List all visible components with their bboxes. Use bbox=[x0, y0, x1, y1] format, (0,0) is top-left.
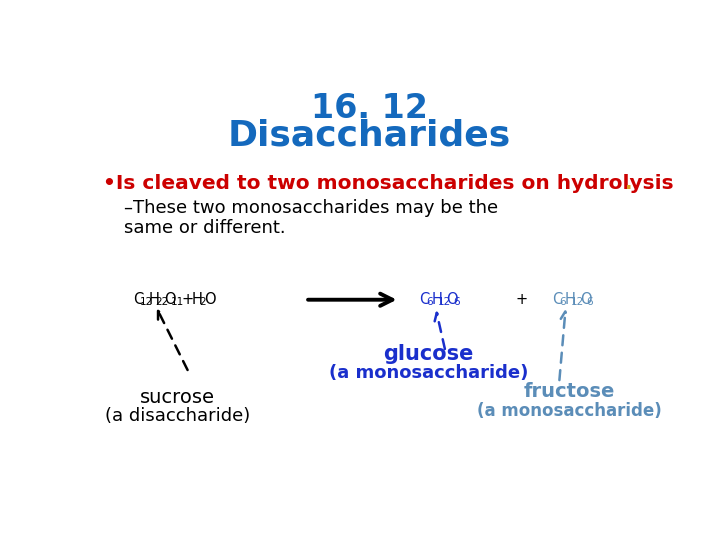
Text: O: O bbox=[580, 292, 591, 307]
Text: (a monosaccharide): (a monosaccharide) bbox=[328, 364, 528, 382]
Text: Disaccharides: Disaccharides bbox=[228, 118, 510, 152]
Text: 22: 22 bbox=[156, 298, 169, 307]
Text: 12: 12 bbox=[140, 298, 153, 307]
Text: H: H bbox=[564, 292, 575, 307]
Text: H: H bbox=[192, 292, 203, 307]
Text: 6: 6 bbox=[426, 298, 433, 307]
Text: fructose: fructose bbox=[524, 382, 616, 401]
Text: +: + bbox=[181, 292, 193, 307]
Text: 6: 6 bbox=[559, 298, 565, 307]
Text: 6: 6 bbox=[587, 298, 593, 307]
Text: +: + bbox=[516, 292, 528, 307]
Text: O: O bbox=[446, 292, 458, 307]
Text: 16. 12: 16. 12 bbox=[310, 92, 428, 125]
Text: 2: 2 bbox=[199, 298, 205, 307]
Text: C: C bbox=[419, 292, 429, 307]
Text: •Is cleaved to two monosaccharides on hydrolysis: •Is cleaved to two monosaccharides on hy… bbox=[104, 174, 674, 193]
Text: (a monosaccharide): (a monosaccharide) bbox=[477, 402, 662, 420]
Text: O: O bbox=[204, 292, 216, 307]
Text: (a disaccharide): (a disaccharide) bbox=[105, 407, 251, 425]
Text: 11: 11 bbox=[171, 298, 184, 307]
Text: H: H bbox=[149, 292, 160, 307]
Text: C: C bbox=[133, 292, 143, 307]
Text: glucose: glucose bbox=[383, 344, 474, 364]
Text: 6: 6 bbox=[454, 298, 460, 307]
Text: same or different.: same or different. bbox=[124, 219, 286, 237]
Text: C: C bbox=[552, 292, 562, 307]
Text: H: H bbox=[431, 292, 442, 307]
Text: –These two monosaccharides may be the: –These two monosaccharides may be the bbox=[124, 199, 498, 217]
Text: 12: 12 bbox=[438, 298, 451, 307]
Text: O: O bbox=[164, 292, 176, 307]
Text: .: . bbox=[626, 174, 633, 193]
Text: 12: 12 bbox=[571, 298, 585, 307]
Text: sucrose: sucrose bbox=[140, 388, 215, 407]
